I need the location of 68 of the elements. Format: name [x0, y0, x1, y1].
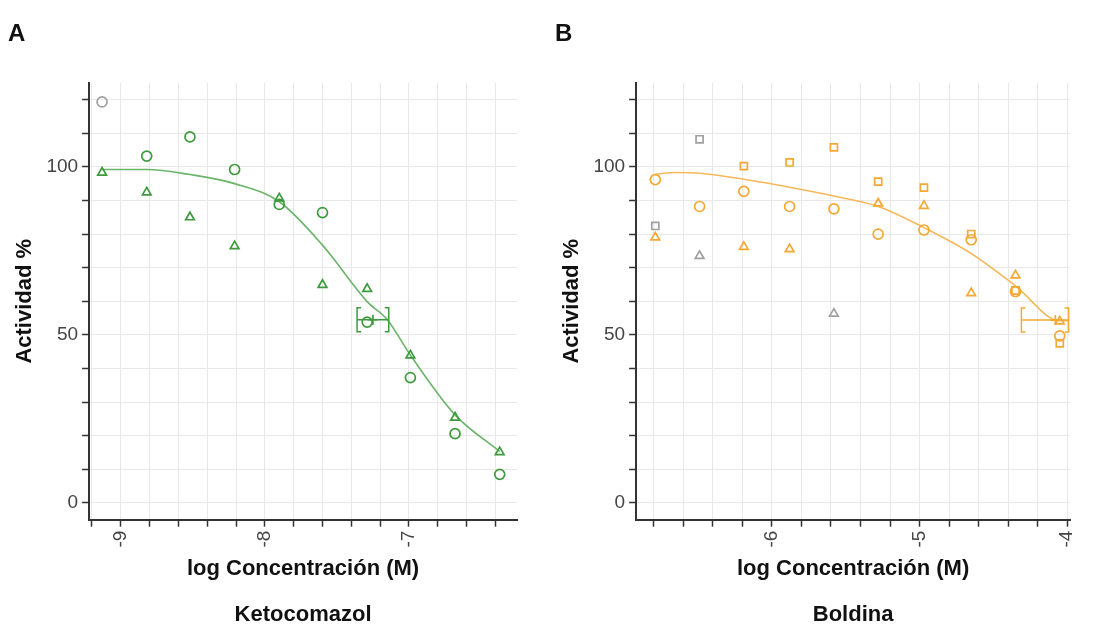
- point: [918, 224, 930, 236]
- x-tick-label: -7: [397, 530, 419, 548]
- x-tick-label: -4: [1055, 530, 1077, 548]
- point: [1055, 338, 1065, 348]
- point: [141, 186, 152, 196]
- point: [316, 206, 329, 219]
- point: [694, 250, 705, 260]
- point: [650, 221, 660, 231]
- point: [965, 233, 978, 246]
- y-axis-title: Actividad %: [11, 238, 37, 364]
- point: [405, 349, 416, 359]
- x-axis-title: log Concentración (M): [736, 554, 970, 580]
- y-axis-title: Actividad %: [558, 238, 584, 364]
- point: [828, 307, 840, 318]
- chart-title: A: [8, 19, 26, 47]
- text: Boldina: [812, 601, 895, 627]
- chart-title: B: [555, 19, 573, 47]
- point: [738, 185, 750, 198]
- point: [919, 183, 929, 193]
- point: [1010, 269, 1021, 279]
- point: [361, 316, 374, 328]
- point: [140, 150, 153, 162]
- point: [449, 427, 461, 440]
- y-tick-label: 0: [67, 491, 79, 513]
- point: [873, 197, 884, 207]
- point: [918, 199, 930, 210]
- y-tick-label: 100: [46, 155, 79, 177]
- point: [228, 163, 241, 176]
- y-tick-label: 100: [593, 155, 626, 177]
- point: [873, 177, 883, 186]
- point: [96, 96, 108, 108]
- x-tick-label: -5: [907, 530, 929, 548]
- x-tick-label: -6: [760, 530, 782, 548]
- point: [229, 240, 240, 250]
- point: [693, 200, 706, 213]
- point: [493, 468, 506, 481]
- point: [829, 142, 839, 152]
- point: [361, 282, 373, 293]
- point: [494, 446, 505, 456]
- point: [96, 166, 108, 176]
- point: [783, 200, 796, 213]
- point: [784, 243, 795, 253]
- x-tick-label: -8: [253, 530, 275, 548]
- point: [738, 240, 750, 251]
- point: [404, 371, 417, 384]
- point: [449, 411, 461, 421]
- point: [1053, 330, 1066, 342]
- point: [695, 134, 704, 144]
- point: [650, 231, 661, 241]
- point: [872, 228, 885, 240]
- point: [966, 229, 976, 239]
- y-tick-label: 50: [603, 323, 626, 345]
- point: [828, 202, 840, 215]
- point: [739, 161, 749, 171]
- point: [785, 158, 795, 167]
- point: [184, 211, 196, 221]
- point: [317, 278, 328, 289]
- point: [1054, 315, 1065, 325]
- x-axis-title: log Concentración (M): [186, 554, 420, 580]
- point: [184, 131, 196, 143]
- text: Ketocomazol: [234, 601, 372, 627]
- point: [649, 173, 662, 186]
- x-tick-label: -9: [109, 530, 131, 548]
- point: [966, 287, 977, 297]
- point: [274, 192, 285, 202]
- y-tick-label: 50: [56, 323, 79, 345]
- y-tick-label: 0: [614, 491, 626, 513]
- point: [273, 198, 286, 211]
